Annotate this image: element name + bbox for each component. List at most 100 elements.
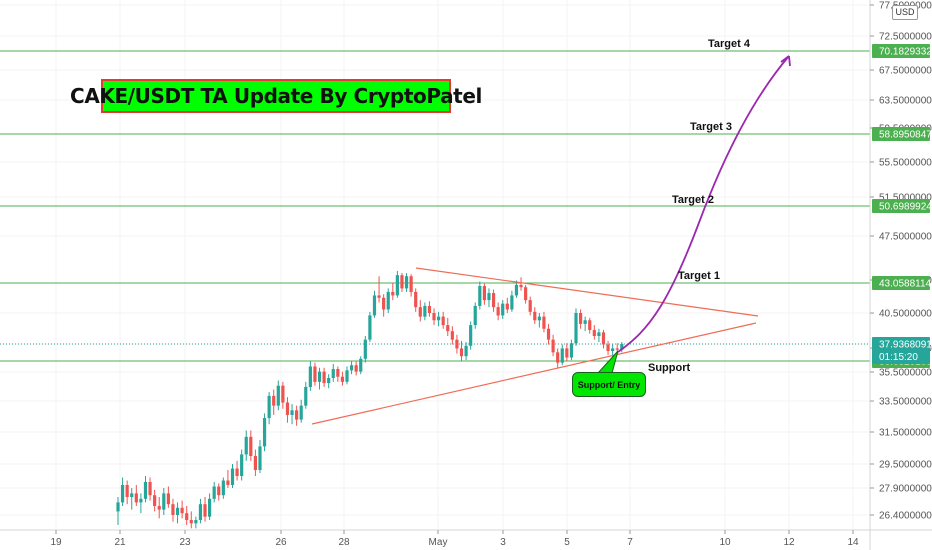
candle-body — [130, 493, 134, 497]
candle-body — [546, 328, 551, 340]
time-tick-label: 26 — [275, 537, 287, 548]
candle-body — [317, 371, 322, 382]
candle-body — [180, 507, 184, 514]
candle-body — [262, 418, 267, 447]
candle-body — [171, 504, 175, 515]
price-axis[interactable]: 77.500000072.500000067.500000063.5000000… — [870, 1, 932, 522]
candle-body — [469, 325, 473, 346]
candle-body — [336, 369, 340, 377]
candle-body — [386, 291, 390, 310]
countdown-label: 01:15:20 — [879, 352, 918, 363]
candle-body — [432, 313, 436, 321]
price-tick-label: 51.5000000 — [879, 193, 932, 204]
price-axis-tags: 70.1829332 58.8950847 50.6989924 43.0588114… — [872, 43, 932, 368]
candle-body — [533, 311, 537, 321]
candle-body — [235, 468, 239, 476]
candle-body — [125, 485, 129, 497]
time-tick-label: 19 — [50, 537, 62, 548]
currency-badge[interactable]: USD — [892, 5, 918, 20]
candle-body — [244, 436, 248, 455]
price-tick-label: 47.5000000 — [879, 232, 932, 243]
level-price-tag — [872, 43, 930, 58]
projection-arrowhead — [780, 55, 791, 67]
candle-body — [194, 520, 198, 524]
candle-body — [592, 329, 596, 337]
candle-body — [588, 320, 592, 330]
candle-body — [166, 493, 170, 505]
candle-body — [212, 486, 216, 499]
candle-body — [217, 486, 221, 496]
lower-trendline — [311, 322, 757, 425]
candle-body — [464, 345, 468, 357]
projection-curve — [617, 55, 790, 353]
candle-body — [441, 316, 445, 326]
candle-body — [295, 410, 299, 420]
candle-body — [308, 366, 312, 387]
candle-body — [162, 493, 166, 510]
support-entry-label: Support/ Entry — [577, 379, 641, 390]
candle-body — [281, 385, 285, 403]
candle-body — [226, 480, 230, 485]
candle-body — [349, 365, 354, 371]
candle-body — [459, 348, 464, 357]
current-price-tag — [872, 337, 930, 365]
candle-body — [368, 315, 372, 340]
candle-body — [340, 376, 345, 382]
candle-body — [569, 343, 574, 358]
candle-body — [537, 316, 541, 321]
level-price-tag — [872, 276, 930, 291]
price-tick-label: 55.5000000 — [879, 158, 932, 169]
candle-body — [446, 325, 450, 332]
candlesticks — [116, 270, 624, 529]
candle-body — [514, 284, 519, 296]
level-name-label: Target 4 — [708, 38, 751, 50]
time-tick-label: 7 — [627, 537, 633, 548]
candle-body — [143, 482, 148, 499]
candle-body — [528, 300, 532, 312]
time-tick-label: 3 — [500, 537, 506, 548]
candle-body — [601, 332, 606, 345]
candle-body — [322, 371, 326, 384]
candle-body — [331, 369, 335, 378]
candle-body — [153, 495, 157, 506]
candle-body — [519, 284, 523, 288]
time-tick-label: 10 — [719, 537, 731, 548]
price-tick-label: 33.5000000 — [879, 397, 932, 408]
current-price-tag-label: 37.9368091 — [879, 340, 932, 351]
candle-body — [372, 295, 377, 316]
price-tick-label: 63.5000000 — [879, 96, 932, 107]
candle-body — [304, 386, 308, 406]
candle-body — [285, 402, 290, 415]
time-axis[interactable]: 19 21 23 26 28 May 3 5 7 10 12 14 — [50, 530, 859, 548]
level-price-tag — [872, 127, 930, 142]
price-tick-label: 40.5000000 — [879, 309, 932, 320]
candle-body — [276, 385, 280, 406]
candle-body — [478, 286, 482, 306]
candle-body — [189, 520, 193, 524]
price-levels — [0, 50, 870, 362]
price-tick-label: 27.9000000 — [879, 484, 932, 495]
candle-body — [249, 436, 253, 456]
price-tick-label: 31.5000000 — [879, 428, 932, 439]
level-name-label: Target 2 — [672, 194, 714, 206]
candle-body — [501, 303, 505, 316]
candle-body — [230, 468, 235, 485]
candle-body — [487, 293, 491, 301]
candle-body — [615, 348, 619, 350]
candle-body — [551, 339, 555, 353]
upper-trendline — [415, 267, 759, 317]
candle-body — [583, 320, 587, 324]
triangle-trendlines — [311, 267, 759, 425]
level-name-label: Target 3 — [690, 121, 732, 133]
level-price-tag-label: 70.1829332 — [879, 46, 932, 57]
candle-body — [473, 305, 477, 326]
candle-body — [574, 313, 578, 344]
price-tick-label: 67.5000000 — [879, 66, 932, 77]
candle-body — [505, 303, 509, 310]
candle-body — [496, 307, 500, 316]
time-tick-label: 21 — [114, 537, 126, 548]
level-labels: Target 4 Target 3 Target 2 Target 1 Support — [648, 38, 751, 374]
price-tick-label: 35.5000000 — [879, 368, 932, 379]
level-price-tag-label: 43.0588114 — [879, 279, 932, 290]
candle-body — [400, 275, 404, 289]
